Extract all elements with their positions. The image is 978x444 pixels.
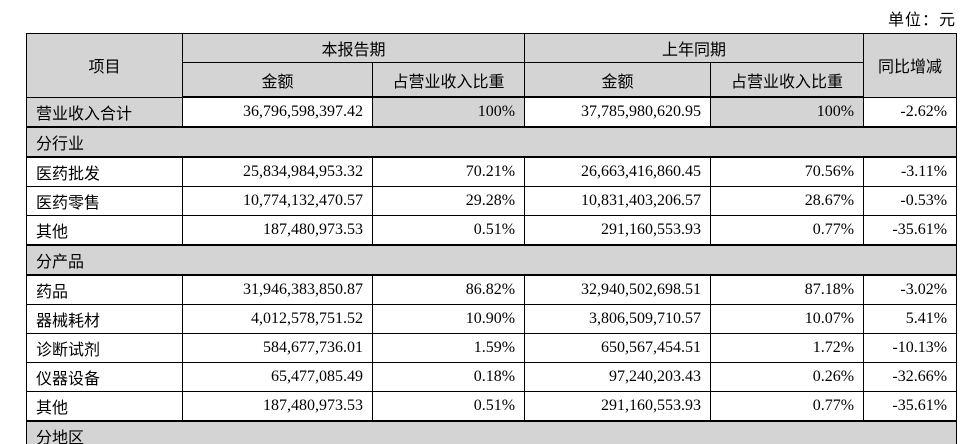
header-row-sub: 金额 占营业收入比重 金额 占营业收入比重 [27, 62, 957, 98]
prior-ratio-cell: 87.18% [710, 274, 865, 305]
table-row: 其他 187,480,973.53 0.51% 291,160,553.93 0… [26, 215, 958, 246]
current-ratio-cell: 1.59% [371, 333, 526, 363]
prior-ratio-cell: 0.77% [710, 391, 865, 422]
prior-ratio-cell: 70.56% [710, 156, 865, 187]
item-label-cell: 其他 [26, 391, 183, 422]
current-amount-cell: 4,012,578,751.52 [182, 304, 373, 334]
yoy-cell: -3.11% [863, 156, 958, 187]
prior-ratio-cell: 10.07% [710, 304, 865, 334]
yoy-cell: -35.61% [863, 215, 958, 246]
section-row-by-industry: 分行业 [25, 126, 958, 158]
prior-ratio-cell: 0.26% [710, 362, 865, 392]
header-prior-period: 上年同期 [524, 33, 865, 63]
table-row: 诊断试剂 584,677,736.01 1.59% 650,567,454.51… [26, 333, 958, 363]
item-label-cell: 其他 [26, 215, 183, 246]
current-ratio-cell: 10.90% [371, 304, 526, 334]
prior-amount-cell: 650,567,454.51 [524, 333, 712, 363]
header-current-amount: 金额 [182, 62, 373, 98]
header-prior-amount: 金额 [524, 62, 712, 98]
current-amount-cell: 65,477,085.49 [182, 362, 373, 392]
yoy-cell: -10.13% [863, 333, 958, 363]
prior-amount-cell: 10,831,403,206.57 [524, 186, 712, 216]
current-ratio-cell: 0.18% [371, 362, 526, 392]
yoy-cell: -32.66% [863, 362, 958, 392]
prior-amount-cell: 97,240,203.43 [524, 362, 712, 392]
current-ratio-cell: 70.21% [371, 156, 526, 187]
current-ratio-cell: 0.51% [371, 391, 526, 422]
prior-amount-cell: 37,785,980,620.95 [524, 96, 712, 128]
table-row: 其他 187,480,973.53 0.51% 291,160,553.93 0… [26, 391, 958, 422]
prior-ratio-cell: 28.67% [710, 186, 865, 216]
current-ratio-cell: 29.28% [371, 186, 526, 216]
table-row: 器械耗材 4,012,578,751.52 10.90% 3,806,509,7… [26, 304, 958, 334]
unit-label: 单位：元 [887, 12, 956, 29]
yoy-cell: 5.41% [863, 304, 958, 334]
current-amount-cell: 10,774,132,470.57 [182, 186, 373, 216]
current-amount-cell: 31,946,383,850.87 [182, 274, 373, 305]
prior-amount-cell: 291,160,553.93 [524, 391, 712, 422]
prior-amount-cell: 291,160,553.93 [524, 215, 712, 246]
yoy-cell: -35.61% [863, 391, 958, 422]
current-ratio-cell: 0.51% [371, 215, 526, 246]
item-label-cell: 营业收入合计 [26, 96, 183, 128]
prior-ratio-cell: 0.77% [710, 215, 865, 246]
section-row-by-region: 分地区 [25, 420, 958, 444]
prior-amount-cell: 3,806,509,710.57 [524, 304, 712, 334]
current-ratio-cell: 100% [371, 96, 526, 128]
prior-amount-cell: 32,940,502,698.51 [524, 274, 712, 305]
item-label-cell: 器械耗材 [26, 304, 183, 334]
section-label-cell: 分产品 [25, 244, 958, 276]
item-label-cell: 医药零售 [26, 186, 183, 216]
header-yoy-change: 同比增减 [863, 33, 958, 98]
table-row: 医药零售 10,774,132,470.57 29.28% 10,831,403… [26, 186, 958, 216]
item-label-cell: 诊断试剂 [26, 333, 183, 363]
table-row: 药品 31,946,383,850.87 86.82% 32,940,502,6… [26, 274, 958, 305]
section-row-by-product: 分产品 [25, 244, 958, 276]
table-row-total-revenue: 营业收入合计 36,796,598,397.42 100% 37,785,980… [26, 96, 958, 128]
item-label-cell: 药品 [26, 274, 183, 305]
current-amount-cell: 584,677,736.01 [182, 333, 373, 363]
item-label-cell: 医药批发 [26, 156, 183, 187]
current-amount-cell: 36,796,598,397.42 [182, 96, 373, 128]
current-amount-cell: 25,834,984,953.32 [182, 156, 373, 187]
current-ratio-cell: 86.82% [371, 274, 526, 305]
revenue-breakdown-table: 项目 本报告期 上年同期 同比增减 金额 占营业收入比重 金额 占营业收入比重 … [25, 33, 958, 444]
yoy-cell: -3.02% [863, 274, 958, 305]
section-label-cell: 分行业 [25, 126, 958, 158]
current-amount-cell: 187,480,973.53 [182, 215, 373, 246]
header-item: 项目 [26, 33, 183, 98]
header-prior-ratio: 占营业收入比重 [710, 62, 865, 98]
table-row: 医药批发 25,834,984,953.32 70.21% 26,663,416… [26, 156, 958, 187]
yoy-cell: -2.62% [863, 96, 958, 128]
table-row: 仪器设备 65,477,085.49 0.18% 97,240,203.43 0… [26, 362, 958, 392]
prior-amount-cell: 26,663,416,860.45 [524, 156, 712, 187]
item-label-cell: 仪器设备 [26, 362, 183, 392]
header-current-period: 本报告期 [181, 33, 526, 63]
prior-ratio-cell: 1.72% [710, 333, 865, 363]
section-label-cell: 分地区 [25, 420, 958, 444]
prior-ratio-cell: 100% [710, 96, 865, 128]
yoy-cell: -0.53% [863, 186, 958, 216]
header-current-ratio: 占营业收入比重 [371, 62, 526, 98]
current-amount-cell: 187,480,973.53 [182, 391, 373, 422]
header-row-groups: 项目 本报告期 上年同期 同比增减 [26, 33, 958, 98]
